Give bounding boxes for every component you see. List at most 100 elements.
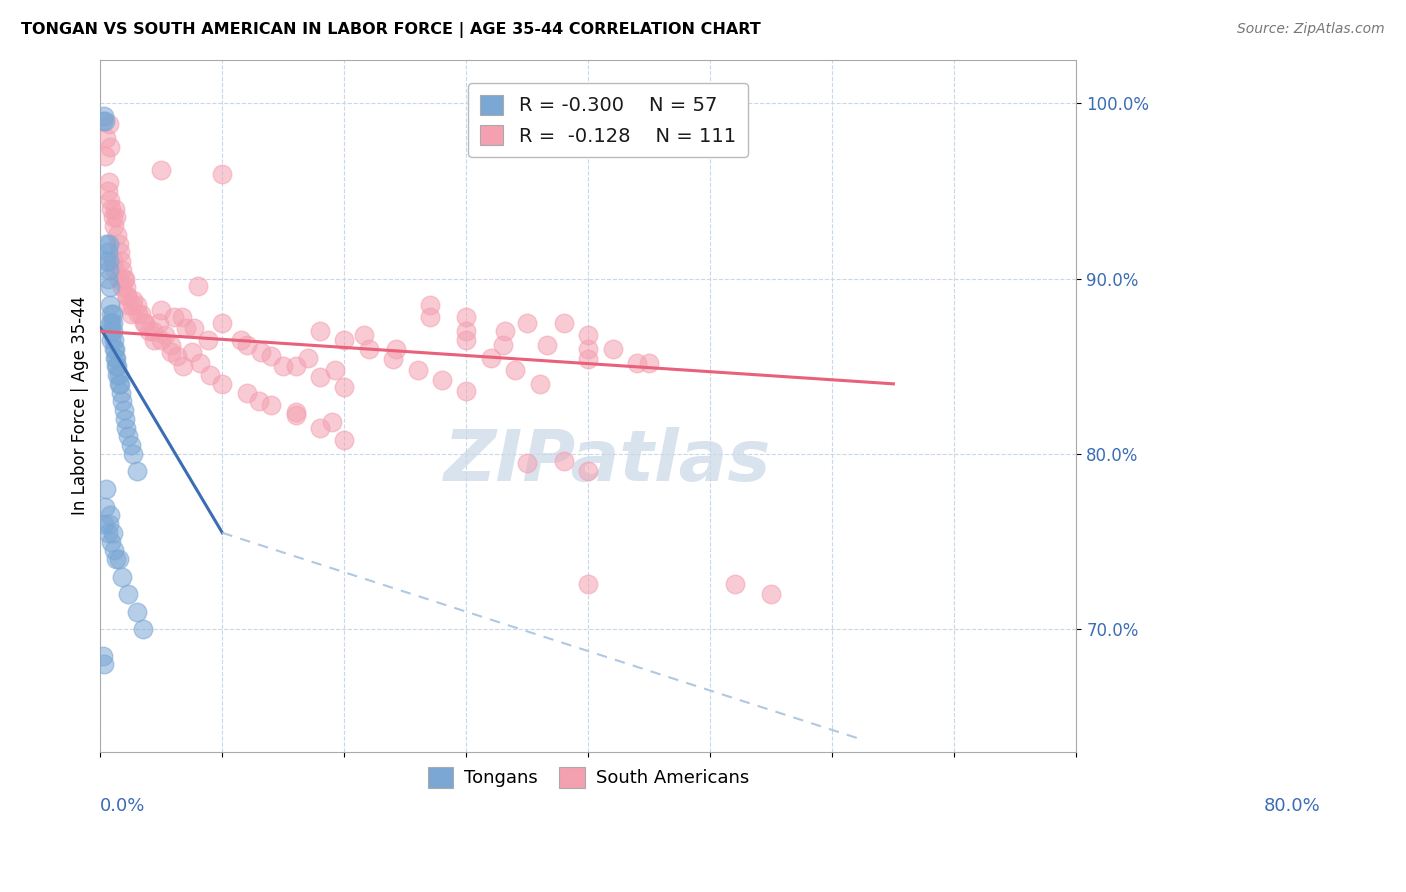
- Point: [321, 416, 343, 430]
- Point: [211, 316, 233, 330]
- Point: [93, 109, 115, 123]
- Point: [180, 345, 202, 359]
- Point: [107, 359, 129, 374]
- Point: [117, 587, 139, 601]
- Point: [115, 280, 138, 294]
- Point: [553, 316, 575, 330]
- Point: [115, 289, 138, 303]
- Point: [115, 420, 138, 434]
- Point: [101, 211, 124, 225]
- Point: [101, 525, 124, 540]
- Point: [602, 342, 624, 356]
- Point: [100, 307, 122, 321]
- Point: [101, 316, 124, 330]
- Point: [153, 327, 176, 342]
- Point: [100, 324, 122, 338]
- Point: [111, 394, 134, 409]
- Point: [129, 307, 152, 321]
- Point: [148, 316, 170, 330]
- Point: [111, 569, 134, 583]
- Point: [97, 271, 120, 285]
- Point: [122, 293, 145, 307]
- Point: [96, 482, 118, 496]
- Point: [104, 202, 127, 216]
- Point: [172, 359, 194, 374]
- Legend: Tongans, South Americans: Tongans, South Americans: [420, 759, 756, 795]
- Point: [419, 310, 441, 325]
- Point: [122, 447, 145, 461]
- Point: [94, 500, 117, 514]
- Point: [419, 298, 441, 312]
- Text: Source: ZipAtlas.com: Source: ZipAtlas.com: [1237, 22, 1385, 37]
- Point: [100, 333, 122, 347]
- Point: [494, 324, 516, 338]
- Point: [273, 359, 295, 374]
- Y-axis label: In Labor Force | Age 35-44: In Labor Force | Age 35-44: [72, 296, 89, 516]
- Point: [284, 409, 307, 423]
- Point: [323, 363, 346, 377]
- Point: [107, 271, 129, 285]
- Point: [111, 263, 134, 277]
- Point: [211, 167, 233, 181]
- Point: [724, 576, 747, 591]
- Point: [107, 376, 129, 391]
- Point: [98, 508, 121, 523]
- Point: [114, 271, 136, 285]
- Point: [536, 338, 558, 352]
- Point: [247, 394, 270, 409]
- Point: [105, 552, 128, 566]
- Point: [553, 454, 575, 468]
- Text: 80.0%: 80.0%: [1264, 797, 1320, 815]
- Point: [183, 320, 205, 334]
- Point: [187, 278, 209, 293]
- Point: [120, 438, 142, 452]
- Point: [98, 193, 121, 207]
- Point: [97, 517, 120, 532]
- Point: [101, 307, 124, 321]
- Point: [516, 456, 538, 470]
- Point: [236, 385, 259, 400]
- Point: [172, 310, 194, 325]
- Point: [104, 351, 127, 365]
- Point: [103, 333, 125, 347]
- Point: [576, 576, 599, 591]
- Point: [97, 254, 120, 268]
- Point: [117, 298, 139, 312]
- Point: [100, 534, 122, 549]
- Point: [96, 254, 118, 268]
- Point: [125, 465, 148, 479]
- Point: [91, 114, 114, 128]
- Point: [638, 356, 661, 370]
- Point: [114, 412, 136, 426]
- Point: [105, 351, 128, 365]
- Point: [127, 307, 149, 321]
- Point: [107, 236, 129, 251]
- Point: [98, 140, 121, 154]
- Point: [143, 333, 166, 347]
- Point: [101, 324, 124, 338]
- Point: [333, 433, 356, 447]
- Point: [91, 648, 114, 663]
- Point: [576, 465, 599, 479]
- Point: [94, 114, 117, 128]
- Point: [353, 327, 375, 342]
- Point: [104, 342, 127, 356]
- Point: [309, 369, 332, 384]
- Point: [112, 403, 135, 417]
- Point: [107, 227, 129, 242]
- Point: [108, 376, 131, 391]
- Point: [430, 373, 453, 387]
- Point: [103, 219, 125, 233]
- Point: [260, 349, 283, 363]
- Point: [125, 605, 148, 619]
- Point: [576, 342, 599, 356]
- Point: [97, 236, 120, 251]
- Point: [138, 324, 160, 338]
- Point: [174, 320, 197, 334]
- Point: [98, 316, 121, 330]
- Point: [94, 149, 117, 163]
- Point: [134, 316, 156, 330]
- Point: [333, 380, 356, 394]
- Point: [198, 368, 221, 382]
- Point: [309, 420, 332, 434]
